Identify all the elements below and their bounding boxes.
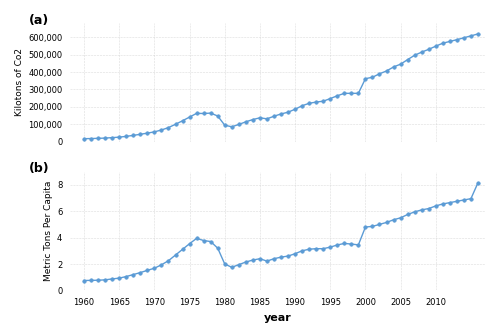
Y-axis label: Metric Tons Per Capita: Metric Tons Per Capita [44,181,53,281]
X-axis label: year: year [264,313,291,323]
Text: (b): (b) [28,162,49,175]
Text: (a): (a) [28,14,49,27]
Y-axis label: Kilotons of Co2: Kilotons of Co2 [15,49,24,116]
